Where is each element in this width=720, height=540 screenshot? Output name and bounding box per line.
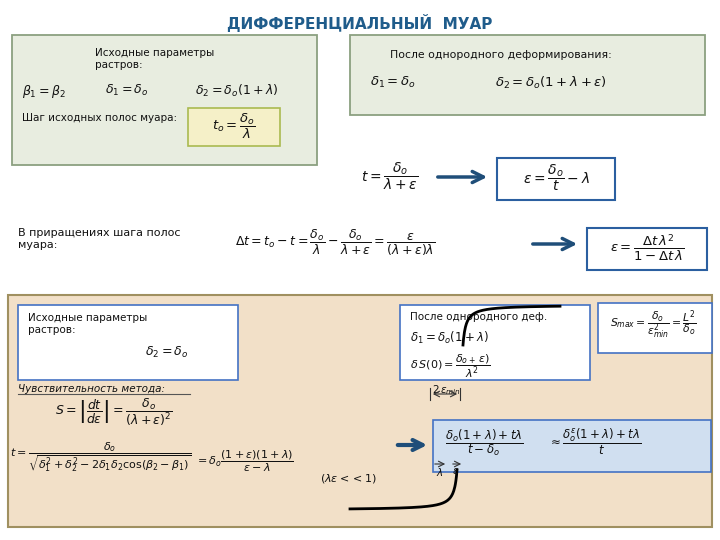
FancyArrowPatch shape	[397, 440, 423, 450]
FancyArrowPatch shape	[438, 171, 483, 183]
Text: $S = \left|\dfrac{dt}{d\varepsilon}\right| = \dfrac{\delta_o}{(\lambda + \vareps: $S = \left|\dfrac{dt}{d\varepsilon}\righ…	[55, 397, 173, 428]
Text: После однородного деформирования:: После однородного деформирования:	[390, 50, 612, 60]
Text: Шаг исходных полос муара:: Шаг исходных полос муара:	[22, 113, 177, 123]
Text: $\delta_1 = \delta_o$: $\delta_1 = \delta_o$	[105, 83, 148, 98]
Text: $\delta_1 = \delta_o$: $\delta_1 = \delta_o$	[370, 75, 416, 90]
Bar	[12, 35, 317, 165]
Text: $\delta\,S(0) = \dfrac{\delta_{o+}\,\varepsilon)}{\lambda^2}$: $\delta\,S(0) = \dfrac{\delta_{o+}\,\var…	[410, 353, 490, 380]
Text: $2\,\varepsilon_{min}$: $2\,\varepsilon_{min}$	[432, 383, 461, 397]
Bar	[400, 305, 590, 380]
Bar	[188, 108, 280, 146]
Text: $\varepsilon = \dfrac{\Delta t\,\lambda^2}{1 - \Delta t\,\lambda}$: $\varepsilon = \dfrac{\Delta t\,\lambda^…	[610, 232, 684, 263]
Text: $\Delta t = t_o - t = \dfrac{\delta_o}{\lambda} - \dfrac{\delta_o}{\lambda + \va: $\Delta t = t_o - t = \dfrac{\delta_o}{\…	[235, 228, 436, 258]
Bar	[587, 228, 707, 270]
Text: $= \delta_o\dfrac{(1+\varepsilon)(1+\lambda)}{\varepsilon - \lambda}$: $= \delta_o\dfrac{(1+\varepsilon)(1+\lam…	[195, 449, 294, 475]
Text: $\delta_2 = \delta_o(1+\lambda+\varepsilon)$: $\delta_2 = \delta_o(1+\lambda+\varepsil…	[495, 75, 607, 91]
Bar	[8, 295, 712, 527]
Text: $t = \dfrac{\delta_o}{\lambda + \varepsilon}$: $t = \dfrac{\delta_o}{\lambda + \varepsi…	[361, 160, 418, 192]
Text: В приращениях шага полос
муара:: В приращениях шага полос муара:	[18, 228, 181, 249]
Text: Исходные параметры
растров:: Исходные параметры растров:	[95, 48, 215, 70]
Text: $\varepsilon = \dfrac{\delta_o}{t} - \lambda$: $\varepsilon = \dfrac{\delta_o}{t} - \la…	[523, 162, 590, 193]
Text: $\delta_2 = \delta_o(1+\lambda)$: $\delta_2 = \delta_o(1+\lambda)$	[195, 83, 279, 99]
Text: ДИФФЕРЕНЦИАЛЬНЫЙ  МУАР: ДИФФЕРЕНЦИАЛЬНЫЙ МУАР	[228, 14, 492, 32]
Text: $\dfrac{\delta_o(1+\lambda)+t\lambda}{t - \delta_o}$: $\dfrac{\delta_o(1+\lambda)+t\lambda}{t …	[445, 427, 523, 458]
Text: $(\lambda\varepsilon << 1)$: $(\lambda\varepsilon << 1)$	[320, 472, 377, 485]
Bar	[433, 420, 711, 472]
Text: После однородного деф.: После однородного деф.	[410, 312, 547, 322]
Text: $\delta_2 = \delta_o$: $\delta_2 = \delta_o$	[145, 345, 189, 360]
Bar	[598, 303, 712, 353]
Text: $\beta_1 = \beta_2$: $\beta_1 = \beta_2$	[22, 83, 66, 100]
FancyArrowPatch shape	[533, 239, 573, 249]
Text: $\varepsilon$: $\varepsilon$	[452, 466, 459, 476]
Text: $t_o = \dfrac{\delta_o}{\lambda}$: $t_o = \dfrac{\delta_o}{\lambda}$	[212, 112, 256, 141]
Text: Исходные параметры
растров:: Исходные параметры растров:	[28, 313, 148, 335]
Text: $\approx \dfrac{\delta_o^\varepsilon(1+\lambda)+t\lambda}{t}$: $\approx \dfrac{\delta_o^\varepsilon(1+\…	[548, 427, 642, 457]
Text: $t = \dfrac{\delta_o}{\sqrt{\delta_1^2 + \delta_2^2 - 2\delta_1\delta_2\cos(\bet: $t = \dfrac{\delta_o}{\sqrt{\delta_1^2 +…	[10, 440, 192, 474]
Text: Чувствительность метода:: Чувствительность метода:	[18, 384, 165, 394]
Bar	[350, 35, 705, 115]
Text: $\lambda$: $\lambda$	[436, 466, 444, 478]
Text: $\delta_1 = \delta_o(1+\lambda)$: $\delta_1 = \delta_o(1+\lambda)$	[410, 330, 489, 346]
Bar	[497, 158, 615, 200]
Text: $S_{max} = \dfrac{\delta_o}{\varepsilon_{min}^2} = \dfrac{L^2}{\delta_o}$: $S_{max} = \dfrac{\delta_o}{\varepsilon_…	[610, 308, 696, 341]
Bar	[18, 305, 238, 380]
